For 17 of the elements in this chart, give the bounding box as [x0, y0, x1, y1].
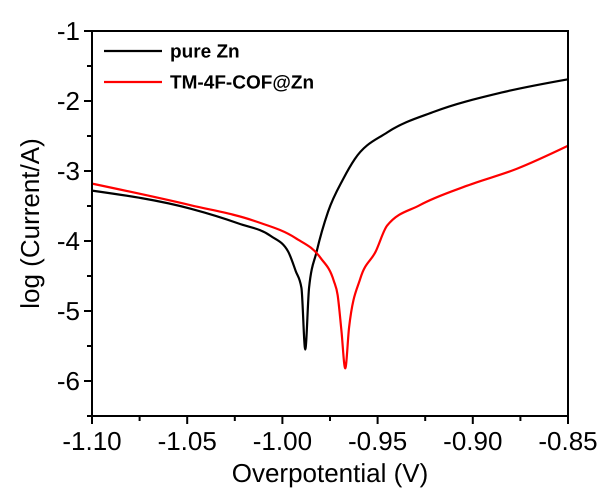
y-tick-label: -1 — [56, 16, 80, 46]
x-tick-label: -1.00 — [252, 426, 312, 456]
y-axis-title: log (Current/A) — [15, 138, 46, 309]
x-tick-label: -0.90 — [443, 426, 502, 456]
y-tick-label: -4 — [56, 226, 80, 256]
x-tick-label: -0.95 — [348, 426, 408, 456]
line-series — [90, 144, 570, 370]
y-tick-label: -3 — [56, 156, 80, 186]
x-tick-label: -1.05 — [158, 426, 217, 456]
x-tick-label: -0.85 — [538, 426, 598, 456]
x-axis-title: Overpotential (V) — [232, 458, 428, 488]
x-tick-label: -1.10 — [62, 426, 122, 456]
y-tick-label: -6 — [56, 366, 80, 396]
y-tick-label: -5 — [56, 296, 80, 326]
legend-label: pure Zn — [170, 42, 240, 63]
legend-label: TM-4F-COF@Zn — [170, 72, 314, 94]
y-tick-label: -2 — [56, 86, 80, 116]
